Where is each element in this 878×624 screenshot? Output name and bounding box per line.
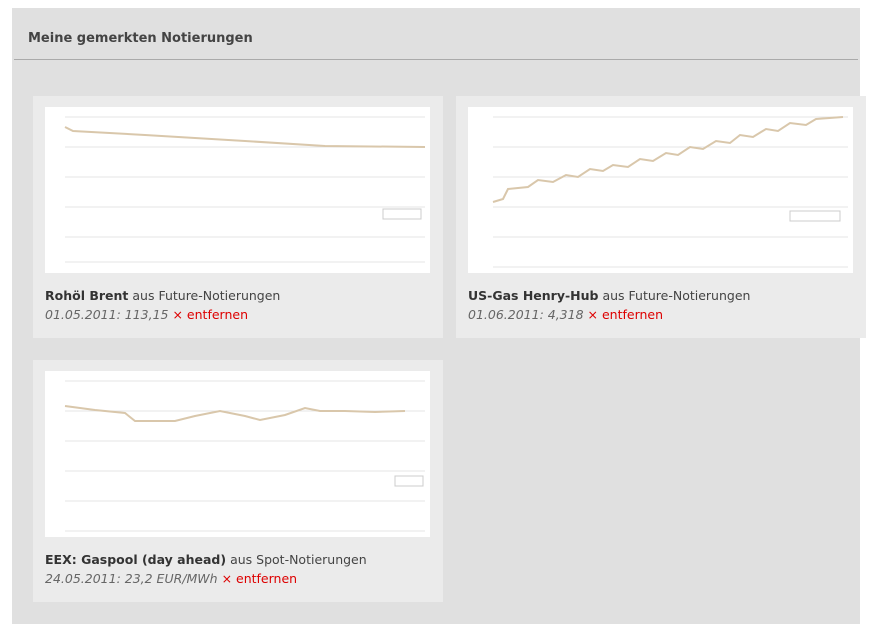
title: Meine gemerkten Notierungen bbox=[28, 31, 253, 46]
quote: 01.06.2011: 4,318 bbox=[468, 307, 584, 322]
card: Rohöl Brent aus Future-Notierungen 01.05… bbox=[33, 96, 443, 338]
thumbnail[interactable] bbox=[45, 371, 430, 537]
remove-link[interactable]: × entfernen bbox=[587, 307, 664, 322]
source: aus Future-Notierungen bbox=[132, 288, 281, 303]
remove-link[interactable]: × entfernen bbox=[221, 571, 298, 586]
divider bbox=[14, 59, 858, 60]
thumbnail[interactable] bbox=[45, 107, 430, 273]
remove-link[interactable]: × entfernen bbox=[172, 307, 248, 322]
quote: 01.05.2011: 113,15 bbox=[45, 307, 169, 322]
source: aus Future-Notierungen bbox=[602, 288, 751, 303]
name: US-Gas Henry-Hub bbox=[468, 288, 599, 303]
card: US-Gas Henry-Hub aus Future-Notierungen … bbox=[456, 96, 866, 338]
card: EEX: Gaspool (day ahead) aus Spot-Notier… bbox=[33, 360, 443, 602]
name: Rohöl Brent bbox=[45, 288, 129, 303]
quote: 24.05.2011: 23,2 EUR/MWh bbox=[45, 571, 218, 586]
thumbnail[interactable] bbox=[468, 107, 853, 273]
name: EEX: Gaspool (day ahead) bbox=[45, 552, 227, 567]
source: aus Spot-Notierungen bbox=[230, 552, 367, 567]
